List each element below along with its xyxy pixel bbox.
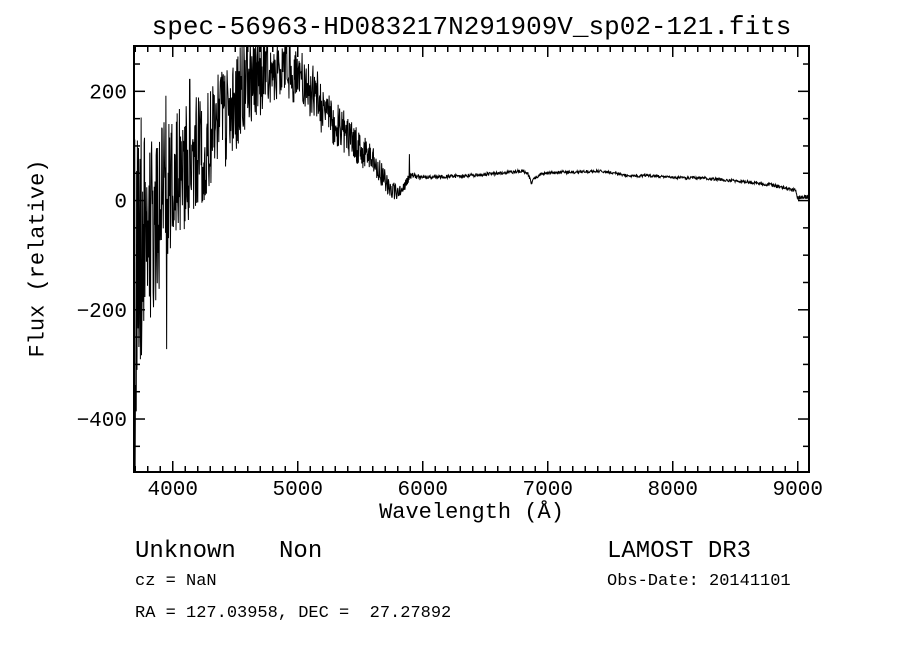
y-tick-label: −400 (77, 410, 127, 433)
y-axis-label: Flux (relative) (25, 159, 51, 358)
plot-frame (133, 45, 810, 473)
y-tick-label: 200 (89, 82, 127, 105)
plot-title: spec-56963-HD083217N291909V_sp02-121.fit… (151, 12, 792, 42)
ra-dec-coordinates: RA = 127.03958, DEC = 27.27892 (135, 604, 452, 623)
survey-label: LAMOST DR3 (607, 538, 752, 565)
y-tick-label: −200 (77, 301, 127, 324)
obs-date-value: Obs-Date: 20141101 (607, 572, 791, 591)
cz-value: cz = NaN (135, 572, 217, 591)
x-tick-label: 6000 (398, 479, 448, 502)
x-tick-label: 4000 (148, 479, 198, 502)
x-tick-label: 9000 (773, 479, 823, 502)
spectrum-line (133, 45, 810, 469)
x-tick-label: 5000 (273, 479, 323, 502)
y-tick-label: 0 (114, 192, 127, 215)
x-tick-label: 7000 (523, 479, 573, 502)
x-axis-label: Wavelength (Å) (379, 500, 564, 525)
axis-tick-labels: 4000 5000 6000 7000 8000 9000 200 0 −200 −400 (77, 82, 823, 502)
classification-label: Unknown Non (135, 538, 323, 565)
x-tick-label: 8000 (648, 479, 698, 502)
